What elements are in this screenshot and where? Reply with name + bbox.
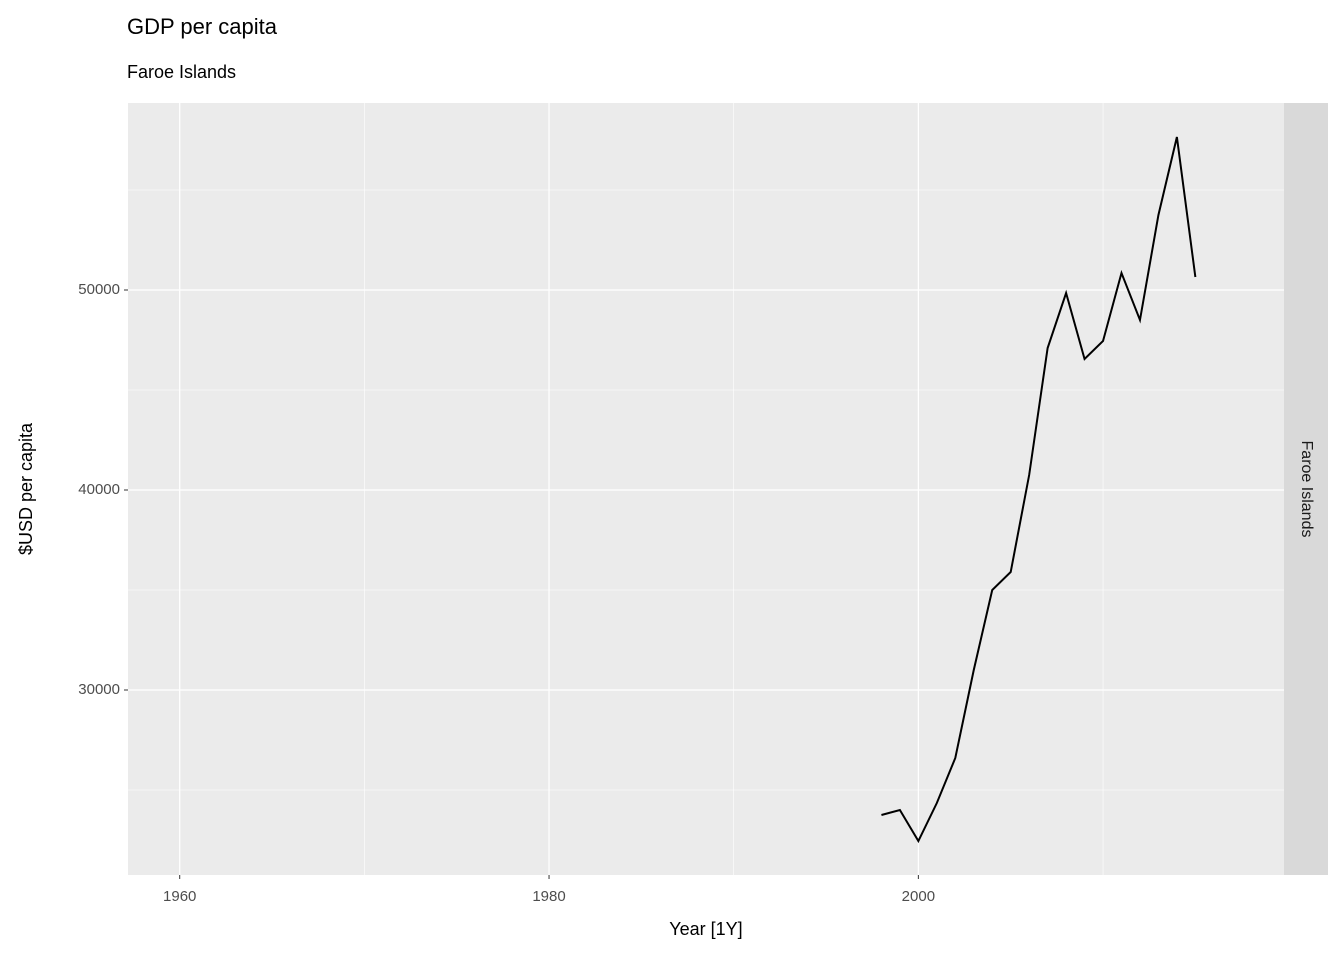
y-tick-label: 30000 xyxy=(78,681,120,698)
y-tick-label: 50000 xyxy=(78,281,120,298)
x-tick-label: 1980 xyxy=(532,888,565,905)
facet-label: Faroe Islands xyxy=(1298,441,1315,538)
x-tick-label: 2000 xyxy=(902,888,935,905)
chart-title: GDP per capita xyxy=(127,14,278,39)
chart-subtitle: Faroe Islands xyxy=(127,62,236,82)
y-tick-label: 40000 xyxy=(78,481,120,498)
y-axis-title: $USD per capita xyxy=(16,422,36,555)
x-tick-label: 1960 xyxy=(163,888,196,905)
x-axis-title: Year [1Y] xyxy=(669,919,742,939)
panel xyxy=(128,103,1284,875)
line-series xyxy=(881,136,1197,844)
facet-strip xyxy=(1284,103,1328,875)
